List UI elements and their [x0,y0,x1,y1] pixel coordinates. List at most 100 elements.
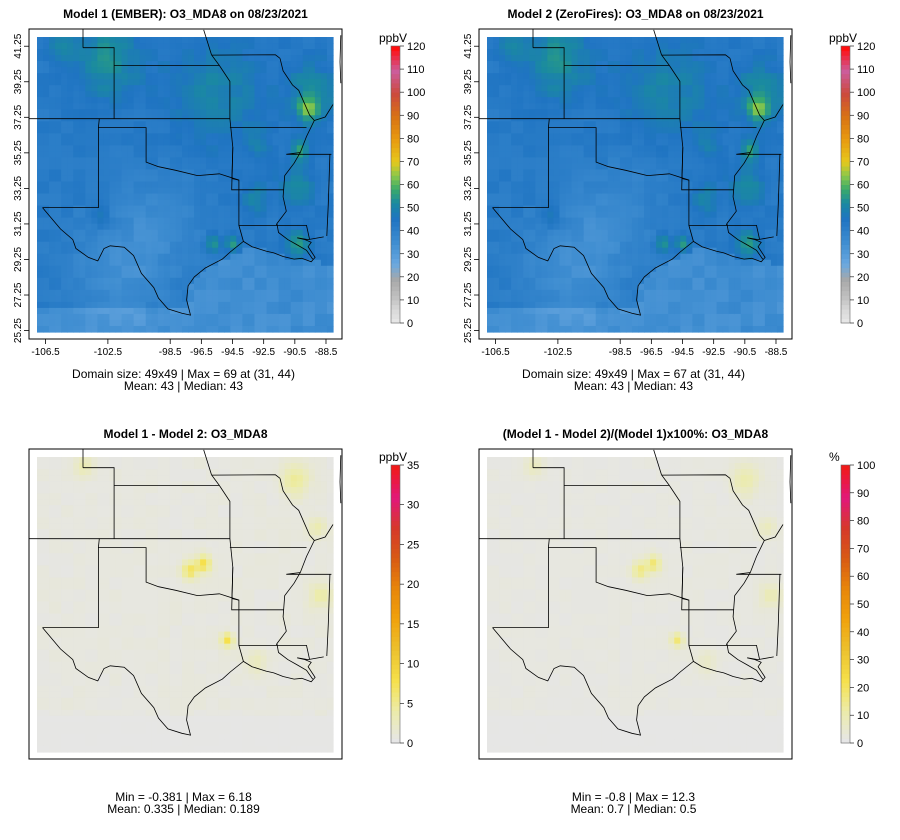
colorbar-tick-label: 20 [407,579,419,591]
lat-tick-label: 31.25 [463,211,474,236]
stats-line-1: Min = -0.381 | Max = 6.18 [115,790,252,804]
panel-pctdiff: (Model 1 - Model 2)/(Model 1)x100%: O3_M… [478,427,875,816]
stats-line-1: Domain size: 49x49 | Max = 69 at (31, 44… [72,367,295,381]
panel-title: Model 2 (ZeroFires): O3_MDA8 on 08/23/20… [507,7,763,21]
colorbar-tick-label: 60 [857,571,869,583]
colorbar-tick-label: 80 [857,516,869,528]
lat-tick-label: 37.25 [13,104,24,129]
state-boundaries [479,449,792,736]
plot-frame [478,28,793,340]
colorbar-tick-label: 10 [407,295,419,307]
lat-tick-label: 31.25 [13,211,24,236]
stats-line-2: Mean: 43 | Median: 43 [574,379,694,393]
colorbar-tick-label: 0 [857,738,863,750]
plot-frame [478,448,793,760]
colorbar-tick-label: 70 [407,156,419,168]
lon-tick-label: -98.5 [609,347,632,358]
colorbar-tick-label: 10 [407,659,419,671]
lat-tick-label: 41.25 [463,33,474,58]
lat-tick-label: 41.25 [13,33,24,58]
lat-tick-label: 29.25 [13,247,24,272]
colorbar-tick-label: 50 [857,203,869,215]
colorbar-unit: ppbV [379,450,407,464]
lat-tick-label: 25.25 [463,318,474,343]
stats-line-2: Mean: 0.335 | Median: 0.189 [107,802,260,816]
colorbar-tick-label: 120 [857,41,875,53]
colorbar-tick-label: 40 [407,226,419,238]
stats-line-2: Mean: 43 | Median: 43 [124,379,244,393]
plot-frame [28,448,343,760]
colorbar-tick-label: 0 [407,738,413,750]
lon-tick-label: -92.5 [252,347,275,358]
colorbar-tick-label: 90 [857,110,869,122]
colorbar: ppbV 0 10 20 30 40 50 60 70 80 90 100 110 120 [829,31,875,330]
panel-model1: Model 1 (EMBER): O3_MDA8 on 08/23/2021 -1… [13,7,425,393]
colorbar-tick-label: 70 [857,543,869,555]
map-grid-cells [487,37,784,333]
state-boundaries [29,29,342,316]
lon-tick-label: -106.5 [481,347,510,358]
lon-tick-label: -90.5 [283,347,306,358]
colorbar-tick-label: 60 [857,180,869,192]
colorbar-tick-label: 100 [857,460,875,472]
lon-tick-label: -98.5 [159,347,182,358]
lat-tick-label: 27.25 [13,282,24,307]
colorbar-tick-label: 20 [857,272,869,284]
colorbar: ppbV 0 10 20 30 40 50 60 70 80 90 100 110 120 [379,31,425,330]
lon-tick-label: -88.5 [765,347,788,358]
lon-tick-label: -94.5 [221,347,244,358]
colorbar-tick-label: 30 [857,249,869,261]
colorbar-tick-label: 70 [857,156,869,168]
colorbar-tick-label: 110 [857,64,875,76]
panel-diff: Model 1 - Model 2: O3_MDA8 Min = -0.381 |… [28,427,419,816]
colorbar-unit: ppbV [379,31,407,45]
lat-tick-label: 35.25 [13,140,24,165]
colorbar-tick-label: 100 [407,87,425,99]
colorbar-unit: % [829,450,840,464]
lat-tick-label: 37.25 [463,104,474,129]
panel-model2: Model 2 (ZeroFires): O3_MDA8 on 08/23/20… [463,7,875,393]
panel-title: Model 1 - Model 2: O3_MDA8 [103,427,267,441]
stats-line-2: Mean: 0.7 | Median: 0.5 [571,802,697,816]
panel-title: Model 1 (EMBER): O3_MDA8 on 08/23/2021 [63,7,308,21]
colorbar-tick-label: 5 [407,698,413,710]
lat-tick-label: 27.25 [463,282,474,307]
lon-tick-label: -90.5 [733,347,756,358]
stats-line-1: Domain size: 49x49 | Max = 67 at (31, 44… [522,367,745,381]
colorbar-tick-label: 30 [407,249,419,261]
lon-tick-label: -102.5 [94,347,123,358]
stats-line-1: Min = -0.8 | Max = 12.3 [572,790,696,804]
lat-tick-label: 33.25 [13,175,24,200]
colorbar-tick-label: 10 [857,295,869,307]
lat-tick-label: 35.25 [463,140,474,165]
map-grid-cells [37,37,334,333]
colorbar-tick-label: 30 [857,655,869,667]
colorbar: % 0 10 20 30 40 50 60 70 80 90 100 [829,450,875,750]
colorbar-tick-label: 110 [407,64,425,76]
colorbar-tick-label: 90 [857,488,869,500]
lat-tick-label: 39.25 [463,69,474,94]
colorbar-tick-label: 90 [407,110,419,122]
colorbar-tick-label: 80 [407,133,419,145]
lat-tick-label: 25.25 [13,318,24,343]
colorbar-tick-label: 30 [407,500,419,512]
colorbar-tick-label: 15 [407,619,419,631]
lon-tick-label: -102.5 [544,347,573,358]
colorbar-tick-label: 25 [407,539,419,551]
lat-tick-label: 39.25 [13,69,24,94]
map-grid-cells [487,457,784,753]
colorbar-tick-label: 60 [407,180,419,192]
lon-tick-label: -96.5 [190,347,213,358]
colorbar-tick-label: 20 [857,682,869,694]
colorbar-tick-label: 50 [857,599,869,611]
lon-tick-label: -94.5 [671,347,694,358]
lon-tick-label: -96.5 [640,347,663,358]
colorbar-tick-label: 80 [857,133,869,145]
map-axes: -106.5 -102.5 -98.5 -96.5 -94.5 -92.5 -90.5 -88… [13,33,338,358]
colorbar-tick-label: 100 [857,87,875,99]
panel-title: (Model 1 - Model 2)/(Model 1)x100%: O3_M… [503,427,769,441]
colorbar-tick-label: 40 [857,226,869,238]
colorbar-unit: ppbV [829,31,857,45]
colorbar-tick-label: 50 [407,203,419,215]
